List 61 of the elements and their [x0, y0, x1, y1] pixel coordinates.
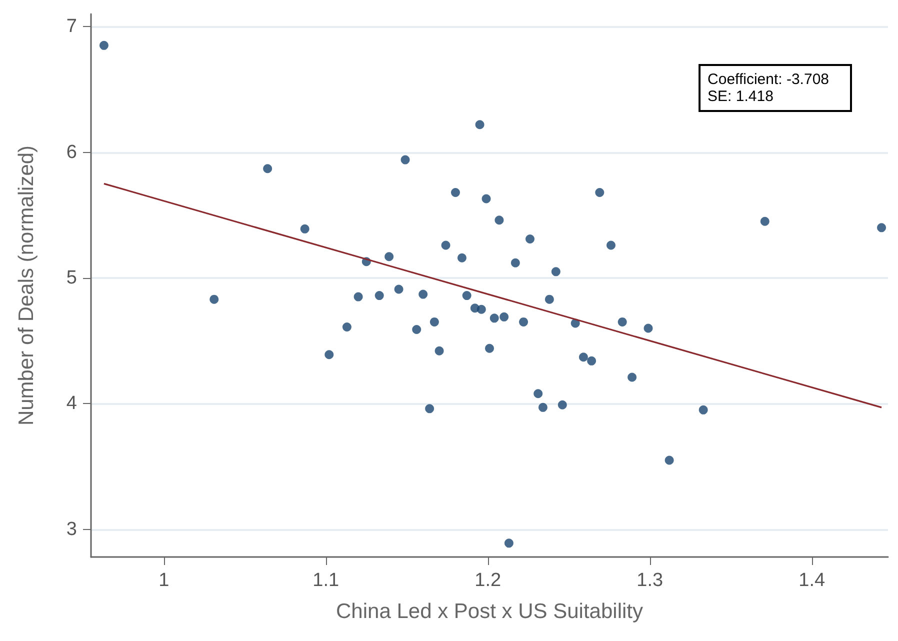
point — [412, 324, 422, 334]
point — [99, 40, 108, 50]
point — [354, 292, 363, 302]
point — [544, 294, 554, 304]
point — [457, 253, 466, 262]
point — [490, 314, 499, 323]
point — [519, 317, 528, 326]
point — [300, 224, 310, 234]
point — [760, 216, 770, 226]
x-tick-label: 1.1 — [312, 570, 340, 591]
x-tick-label: 1.3 — [636, 570, 664, 591]
point — [698, 405, 708, 414]
point — [462, 291, 472, 300]
point — [324, 350, 334, 360]
point — [587, 356, 596, 366]
point — [606, 240, 616, 250]
point — [400, 155, 410, 164]
x-tick-label: 1 — [158, 570, 170, 591]
point — [618, 317, 627, 326]
point — [500, 312, 509, 322]
x-tick-label: 1.2 — [474, 570, 502, 591]
y-tick-label: 7 — [66, 16, 77, 38]
point — [504, 538, 514, 548]
point — [534, 389, 543, 398]
y-tick-label: 4 — [66, 393, 78, 414]
point — [558, 400, 567, 410]
point — [526, 234, 534, 244]
point — [434, 346, 444, 356]
point — [494, 216, 504, 225]
y-axis-title: Number of Deals (normalized) — [15, 145, 38, 426]
point — [595, 188, 604, 197]
point — [384, 252, 394, 262]
point — [263, 164, 272, 174]
x-axis-title: China Led x Post x US Suitability — [336, 600, 644, 623]
annotation: SE: 1.418 — [708, 88, 774, 105]
point — [476, 304, 486, 314]
point — [628, 372, 637, 382]
x-tick-label: 1.4 — [798, 570, 826, 591]
point — [418, 290, 428, 299]
point — [374, 291, 384, 300]
point — [877, 223, 886, 232]
y-tick-label: 3 — [66, 518, 77, 540]
point — [485, 344, 494, 353]
y-tick-label: 6 — [66, 142, 77, 163]
point — [394, 284, 404, 294]
point — [482, 194, 491, 204]
annotation: Coefficient: -3.708 — [708, 71, 830, 88]
point — [644, 324, 653, 333]
point — [551, 267, 560, 276]
point — [578, 352, 588, 362]
point — [425, 404, 434, 414]
point — [210, 294, 219, 304]
point — [538, 402, 548, 412]
point — [450, 188, 460, 197]
point — [430, 317, 439, 326]
point — [441, 240, 450, 250]
point — [475, 120, 484, 130]
point — [342, 322, 352, 332]
point — [510, 258, 520, 268]
point — [664, 456, 674, 465]
y-tick-label: 5 — [66, 267, 77, 288]
